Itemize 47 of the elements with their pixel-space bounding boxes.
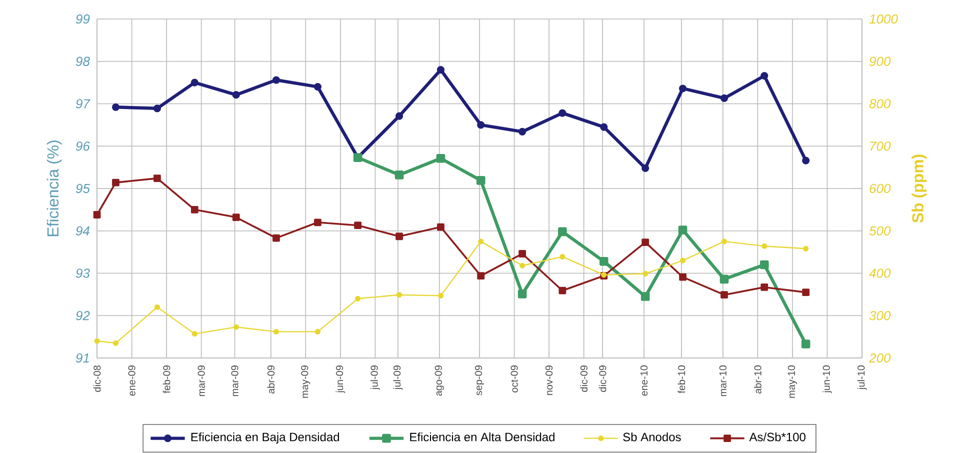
x-tick-label: nov-09 [545,366,553,396]
y-axis-title: Eficiencia (%) [46,140,62,236]
y2-tick-label: 200 [869,354,891,363]
x-tick-label: dic-09 [580,366,588,392]
x-tick-label: dic-08 [93,366,101,392]
y2-axis-title: Sb (ppm) [912,154,927,223]
y-tick-label: 96 [76,142,90,151]
y2-tick-label: 800 [869,99,891,109]
x-tick-label: sep-09 [474,366,484,396]
legend-label: Eficiencia en Alta Densidad [410,432,554,442]
y-tick-label: 92 [76,311,90,320]
y2-tick-label: 1000 [869,14,898,24]
x-tick-label: mar-10 [719,366,726,396]
y2-tick-label: 900 [870,56,891,66]
y-tick-label: 93 [76,268,90,278]
x-tick-label: ago-09 [434,366,444,396]
x-tick-label: feb-10 [678,366,686,394]
y-tick-label: 91 [76,354,89,363]
x-tick-label: ene-10 [640,366,648,396]
legend-label: Sb Anodos [623,432,681,442]
legend-label: As/Sb*100 [749,432,806,442]
x-tick-label: ene-09 [128,366,136,396]
y2-tick-label: 300 [869,311,891,320]
x-tick-label: jun-09 [336,366,346,394]
x-tick-label: may-09 [301,366,310,398]
y2-tick-label: 700 [870,142,891,151]
x-tick-label: mar-09 [198,366,205,396]
x-tick-label: jul-10 [857,366,867,390]
x-tick-label: abr-10 [754,366,762,394]
x-tick-label: jul-09 [393,366,403,390]
x-tick-label: may-10 [788,366,797,398]
y-tick-label: 98 [76,56,90,66]
y2-tick-label: 400 [869,268,891,278]
x-tick-label: jul-09 [370,366,380,390]
x-tick-label: mar-09 [231,366,238,396]
y-tick-label: 99 [76,14,90,24]
x-tick-label: abr-09 [267,366,275,394]
y-tick-label: 94 [76,226,90,236]
x-tick-label: dic-09 [598,366,606,392]
x-tick-label: oct-09 [510,366,518,393]
y-tick-label: 95 [76,184,90,194]
x-tick-label: jun-10 [822,366,832,394]
y2-tick-label: 500 [869,226,891,236]
y-tick-label: 97 [76,99,90,109]
y2-tick-label: 600 [870,184,891,194]
legend-label: Eficiencia en Baja Densidad [191,432,340,444]
x-tick-label: feb-09 [162,366,170,394]
